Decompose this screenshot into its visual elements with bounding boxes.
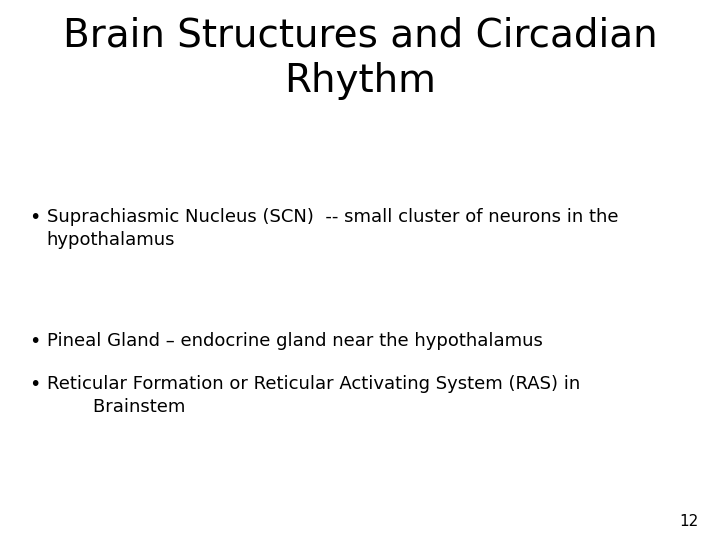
Text: Brain Structures and Circadian
Rhythm: Brain Structures and Circadian Rhythm	[63, 16, 657, 100]
Text: •: •	[29, 208, 40, 227]
Text: Reticular Formation or Reticular Activating System (RAS) in
        Brainstem: Reticular Formation or Reticular Activat…	[47, 375, 580, 416]
Text: •: •	[29, 332, 40, 351]
Text: •: •	[29, 375, 40, 394]
Text: Pineal Gland – endocrine gland near the hypothalamus: Pineal Gland – endocrine gland near the …	[47, 332, 543, 350]
Text: Suprachiasmic Nucleus (SCN)  -- small cluster of neurons in the
hypothalamus: Suprachiasmic Nucleus (SCN) -- small clu…	[47, 208, 618, 249]
Text: 12: 12	[679, 514, 698, 529]
